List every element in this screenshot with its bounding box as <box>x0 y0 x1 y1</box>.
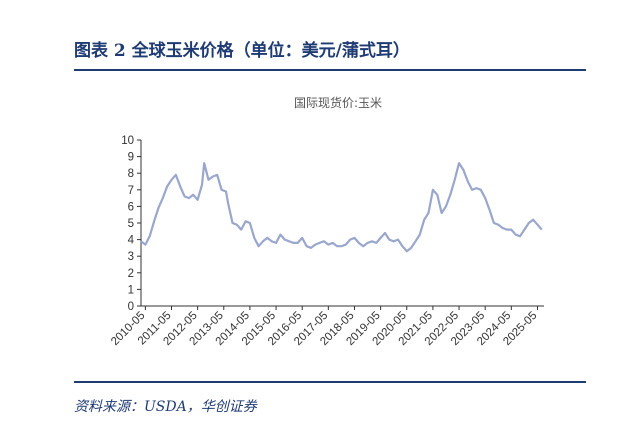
y-tick-label: 8 <box>128 168 134 180</box>
source-note: 资料来源：USDA，华创证券 <box>74 399 257 415</box>
y-tick-label: 6 <box>128 201 134 213</box>
y-tick-label: 5 <box>128 218 134 230</box>
figure-title: 图表 2 全球玉米价格（单位：美元/蒲式耳） <box>74 41 410 61</box>
y-tick-label: 2 <box>128 268 134 280</box>
bottom-divider <box>74 381 586 383</box>
series-line <box>140 162 543 253</box>
y-tick-label: 10 <box>121 135 134 147</box>
axes: 0123456789102010-052011-052012-052013-05… <box>109 135 544 348</box>
series-group <box>140 162 543 253</box>
y-tick-label: 0 <box>128 301 134 313</box>
y-tick-label: 4 <box>128 235 135 247</box>
top-divider <box>74 69 586 71</box>
y-tick-label: 3 <box>128 251 134 263</box>
y-tick-label: 1 <box>128 284 134 296</box>
chart-title: 国际现货价:玉米 <box>294 95 382 110</box>
y-tick-label: 9 <box>128 152 134 164</box>
y-tick-label: 7 <box>128 185 134 197</box>
